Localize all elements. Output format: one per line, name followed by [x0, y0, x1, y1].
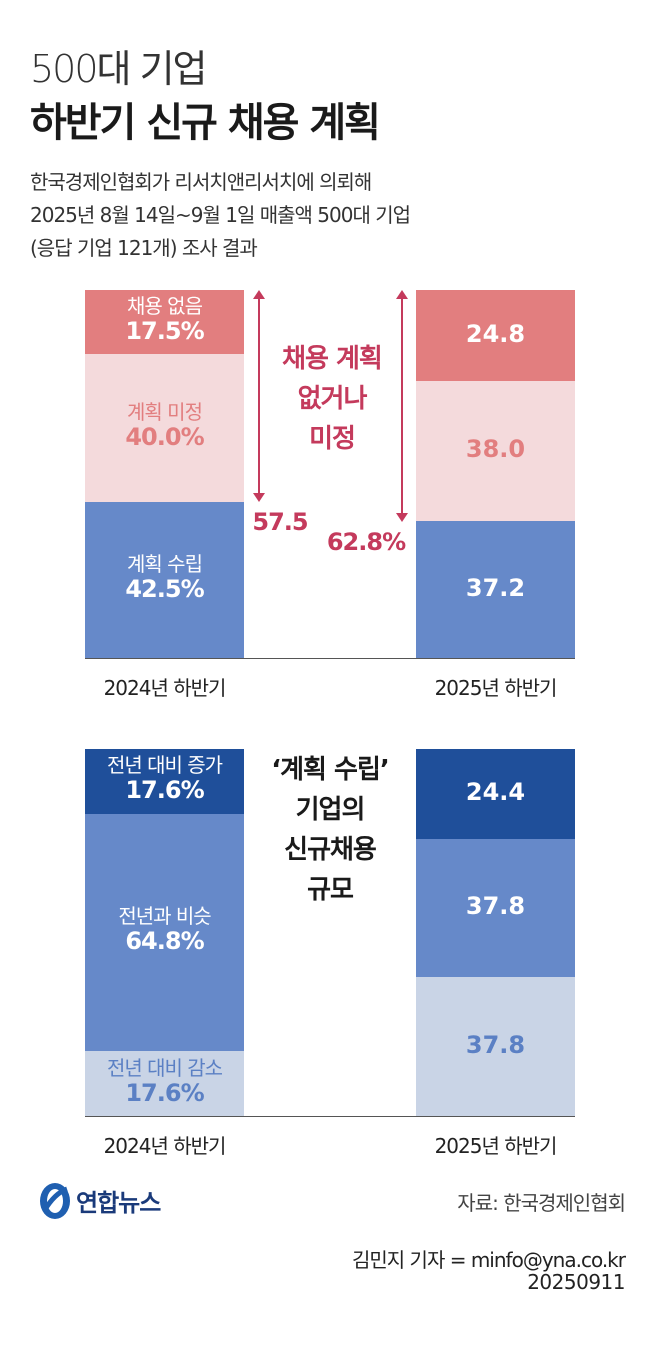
bar-segment: 37.8 — [416, 838, 575, 978]
arrow-head-down — [396, 513, 408, 522]
arrow-head-down — [253, 493, 265, 502]
description-line-2: 2025년 8월 14일~9월 1일 매출액 500대 기업 — [30, 203, 411, 227]
series-name: 전년 대비 감소 — [106, 1055, 223, 1080]
series-name: 전년과 비슷 — [118, 904, 211, 929]
category-label: 2024년 하반기 — [103, 676, 227, 700]
segment-label: 전년과 비슷 64.8% — [85, 905, 244, 956]
category-label: 2025년 하반기 — [434, 1134, 558, 1158]
bar-segment: 24.8 — [416, 290, 575, 382]
annotation-text: 규모 — [307, 875, 354, 905]
description-line-1: 한국경제인협회가 리서치앤리서치에 의뢰해 — [30, 170, 372, 194]
bar-segment: 계획 수립 42.5% — [85, 501, 244, 658]
data-label: 38.0 — [465, 435, 526, 464]
source-text: 자료: 한국경제인협회 — [457, 1191, 626, 1215]
annotation-text: 미정 — [309, 424, 356, 454]
category-label: 2025년 하반기 — [434, 676, 558, 700]
series-name: 전년 대비 증가 — [106, 753, 223, 778]
bar-segment: 계획 미정 40.0% — [85, 354, 244, 502]
series-name: 채용 없음 — [127, 294, 203, 319]
segment-label: 전년 대비 증가 17.6% — [85, 754, 244, 805]
data-label: 24.8 — [465, 319, 526, 348]
bar-segment: 전년과 비슷 64.8% — [85, 813, 244, 1052]
annotation-value: 62.8% — [326, 528, 406, 556]
annotation-text: 기업의 — [295, 795, 366, 825]
data-label: 40.0% — [125, 422, 204, 451]
series-name: 계획 수립 — [127, 551, 203, 576]
arrow-head-up — [396, 290, 408, 299]
baseline — [85, 1116, 575, 1117]
credit-text: 김민지 기자 = minfo@yna.co.kr — [352, 1248, 626, 1272]
segment-label: 계획 수립 42.5% — [85, 551, 244, 604]
data-label: 17.6% — [125, 1078, 204, 1107]
segment-label: 전년 대비 감소 17.6% — [85, 1055, 244, 1108]
data-label: 24.4 — [465, 777, 526, 806]
annotation-text: ‘계획 수립’ — [271, 755, 390, 785]
annotation-text: 없거나 — [297, 384, 368, 414]
arrow-head-up — [253, 290, 265, 299]
date-text: 20250911 — [527, 1270, 625, 1294]
data-label: 64.8% — [125, 927, 204, 956]
annotation-text: 채용 계획 — [282, 344, 383, 374]
annotation-value: 57.5 — [252, 508, 308, 536]
data-label: 17.5% — [125, 317, 204, 346]
bar-segment: 채용 없음 17.5% — [85, 290, 244, 355]
bar-segment: 24.4 — [416, 749, 575, 839]
data-label: 42.5% — [125, 574, 204, 603]
description-line-3: (응답 기업 121개) 조사 결과 — [30, 236, 258, 260]
bar-segment: 전년 대비 증가 17.6% — [85, 749, 244, 814]
segment-label: 계획 미정 40.0% — [85, 399, 244, 452]
series-name: 계획 미정 — [127, 399, 203, 424]
bar-segment: 37.2 — [416, 521, 575, 658]
logo-text: 연합뉴스 — [76, 1189, 161, 1217]
annotation-text: 신규채용 — [284, 835, 377, 865]
yonhap-logo-icon — [36, 1181, 74, 1225]
bar-segment: 37.8 — [416, 977, 575, 1116]
data-label: 17.6% — [125, 776, 204, 805]
page-subtitle: 500대 기업 — [30, 47, 207, 91]
data-label: 37.8 — [465, 891, 526, 920]
baseline — [85, 658, 575, 659]
bar-segment: 38.0 — [416, 381, 575, 522]
category-label: 2024년 하반기 — [103, 1134, 227, 1158]
bracket-arrow — [258, 296, 260, 496]
page-title: 하반기 신규 채용 계획 — [30, 100, 381, 146]
data-label: 37.8 — [465, 1030, 526, 1059]
segment-label: 채용 없음 17.5% — [85, 295, 244, 346]
bar-segment: 전년 대비 감소 17.6% — [85, 1051, 244, 1116]
data-label: 37.2 — [465, 573, 526, 602]
bracket-arrow — [401, 296, 403, 516]
